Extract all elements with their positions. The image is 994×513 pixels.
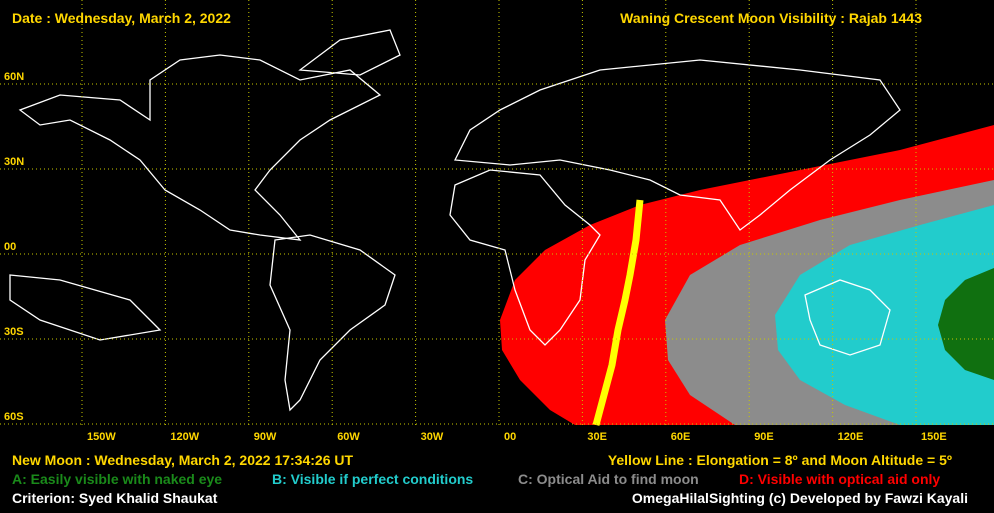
zone-b: [775, 205, 994, 425]
coastlines: [9, 29, 901, 412]
longitude-label: 150W: [87, 431, 116, 443]
zone-a: [938, 268, 994, 380]
longitude-label: 00: [504, 431, 516, 443]
new-moon: New Moon : Wednesday, March 2, 2022 17:3…: [12, 452, 353, 468]
latitude-label: 00: [4, 241, 16, 253]
longitude-label: 90W: [254, 431, 277, 443]
latitude-label: 30S: [4, 326, 24, 338]
credit: OmegaHilalSighting (c) Developed by Fawz…: [632, 490, 968, 506]
legend-b: B: Visible if perfect conditions: [272, 471, 473, 487]
longitude-label: 90E: [754, 431, 774, 443]
legend-c: C: Optical Aid to find moon: [518, 471, 699, 487]
longitude-label: 120E: [838, 431, 864, 443]
latitude-label: 60N: [4, 71, 24, 83]
graticule: [0, 0, 994, 425]
map-labels: 60N 30N 00 30S 60S 150W 120W 90W 60W 30W 00 30E 60E 9…: [4, 71, 947, 443]
legend-d: D: Visible with optical aid only: [739, 471, 940, 487]
longitude-label: 150E: [921, 431, 947, 443]
latitude-label: 30N: [4, 156, 24, 168]
latitude-label: 60S: [4, 411, 24, 423]
longitude-label: 120W: [170, 431, 199, 443]
header-date: Date : Wednesday, March 2, 2022: [12, 10, 231, 26]
yellow-line: [592, 199, 644, 426]
criterion: Criterion: Syed Khalid Shaukat: [12, 490, 218, 506]
legend-a: A: Easily visible with naked eye: [12, 471, 222, 487]
longitude-label: 30W: [421, 431, 444, 443]
longitude-label: 60E: [671, 431, 691, 443]
yellow-line-note: Yellow Line : Elongation = 8º and Moon A…: [608, 452, 952, 468]
longitude-label: 60W: [337, 431, 360, 443]
header-title: Waning Crescent Moon Visibility : Rajab …: [620, 10, 922, 26]
longitude-label: 30E: [587, 431, 607, 443]
